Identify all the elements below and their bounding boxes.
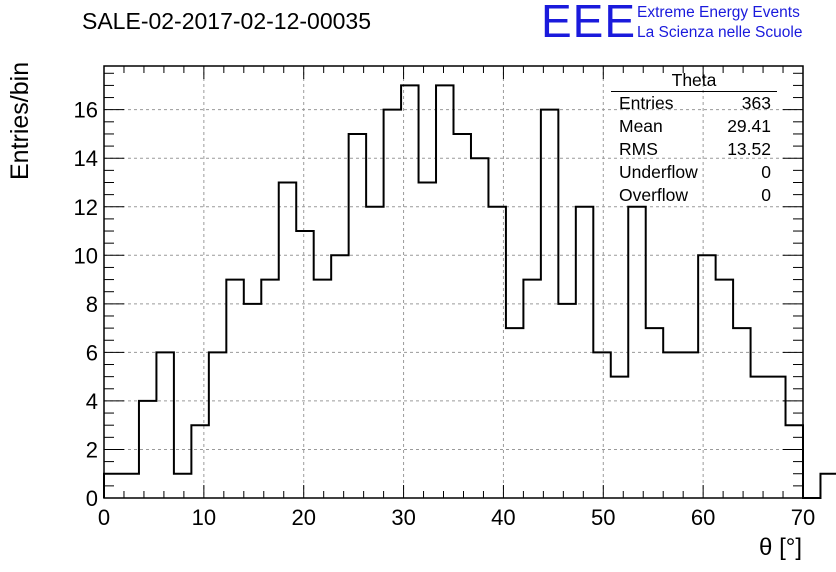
- stats-value: 363: [741, 93, 771, 113]
- y-tick-label: 12: [74, 195, 98, 220]
- stats-row-underflow: Underflow 0: [611, 161, 777, 184]
- stats-label: Mean: [619, 116, 663, 136]
- eee-logo: EEE: [541, 0, 637, 47]
- stats-box: Theta Entries 363 Mean 29.41 RMS 13.52 U…: [611, 70, 777, 207]
- y-tick-label: 6: [86, 340, 98, 365]
- stats-row-mean: Mean 29.41: [611, 115, 777, 138]
- stats-label: Overflow: [619, 185, 689, 205]
- logo-line-2: La Scienza nelle Scuole: [637, 24, 803, 41]
- stats-label: Entries: [619, 93, 674, 113]
- x-axis-label: θ [°]: [759, 534, 802, 561]
- stats-value: 29.41: [727, 116, 771, 136]
- y-tick-label: 4: [86, 389, 98, 414]
- stats-title: Theta: [611, 70, 777, 92]
- y-tick-label: 14: [74, 146, 98, 171]
- logo-line-1: Extreme Energy Events: [637, 4, 800, 21]
- stats-value: 13.52: [727, 139, 771, 159]
- logo-caption: Extreme Energy Events La Scienza nelle S…: [637, 3, 802, 43]
- stats-label: RMS: [619, 139, 658, 159]
- y-tick-label: 10: [74, 243, 98, 268]
- y-tick-label: 16: [74, 98, 98, 123]
- x-tick-label: 0: [98, 505, 110, 530]
- stats-value: 0: [761, 162, 771, 182]
- y-tick-label: 8: [86, 292, 98, 317]
- x-tick-label: 20: [291, 505, 315, 530]
- stats-value: 0: [761, 185, 771, 205]
- x-tick-label: 50: [591, 505, 615, 530]
- stats-row-entries: Entries 363: [611, 92, 777, 115]
- stats-row-rms: RMS 13.52: [611, 138, 777, 161]
- y-axis-label: Entries/bin: [6, 61, 34, 180]
- y-tick-label: 0: [86, 486, 98, 511]
- plot-frame: [103, 65, 804, 499]
- y-tick-label: 2: [86, 437, 98, 462]
- x-tick-label: 30: [391, 505, 415, 530]
- x-tick-label: 40: [491, 505, 515, 530]
- stats-row-overflow: Overflow 0: [611, 184, 777, 207]
- chart-title: SALE-02-2017-02-12-00035: [82, 8, 371, 34]
- x-tick-label: 70: [791, 505, 815, 530]
- stats-label: Underflow: [619, 162, 698, 182]
- x-tick-label: 60: [691, 505, 715, 530]
- x-tick-label: 10: [192, 505, 216, 530]
